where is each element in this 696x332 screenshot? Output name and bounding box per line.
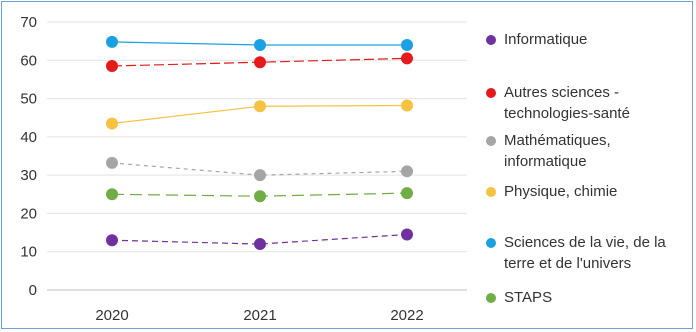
data-point [254, 238, 266, 251]
data-point [254, 169, 266, 182]
y-tick-label: 20 [20, 205, 37, 222]
legend-entry: Autres sciences - [504, 84, 619, 101]
legend-entry: Informatique [504, 31, 587, 48]
legend-entry: informatique [504, 153, 587, 170]
x-tick-label: 2021 [243, 307, 276, 324]
legend-entry: STAPS [504, 289, 552, 306]
data-point [106, 117, 118, 130]
data-point [401, 187, 413, 200]
legend-entry: Mathématiques, [504, 132, 611, 149]
x-tick-label: 2022 [390, 307, 423, 324]
legend-entry: Physique, chimie [504, 183, 617, 200]
data-point [401, 165, 413, 178]
data-point [106, 60, 118, 73]
legend-marker [486, 136, 496, 146]
data-point [106, 35, 118, 48]
y-tick-label: 50 [20, 91, 37, 108]
legend-marker [486, 187, 496, 197]
legend-entry: terre et de l'univers [504, 255, 631, 272]
data-point [106, 234, 118, 247]
legend-entry: technologies-santé [504, 105, 630, 122]
data-point [254, 100, 266, 113]
series-line-2 [111, 162, 408, 176]
data-point [106, 188, 118, 201]
y-tick-label: 10 [20, 244, 37, 261]
data-point [401, 38, 413, 51]
data-point [401, 228, 413, 241]
y-tick-label: 60 [20, 52, 37, 69]
legend-marker [486, 35, 496, 45]
data-point [401, 99, 413, 112]
x-tick-label: 2020 [95, 307, 128, 324]
y-tick-label: 40 [20, 129, 37, 146]
data-point [254, 190, 266, 203]
y-tick-label: 70 [20, 14, 37, 31]
y-tick-label: 0 [29, 282, 37, 299]
legend-marker [486, 293, 496, 303]
data-point [401, 52, 413, 65]
data-point [106, 156, 118, 169]
legend-entry: Sciences de la vie, de la [504, 234, 666, 251]
data-point [254, 38, 266, 51]
legend-marker [486, 88, 496, 98]
data-point [254, 56, 266, 69]
y-tick-label: 30 [20, 167, 37, 184]
legend-marker [486, 238, 496, 248]
